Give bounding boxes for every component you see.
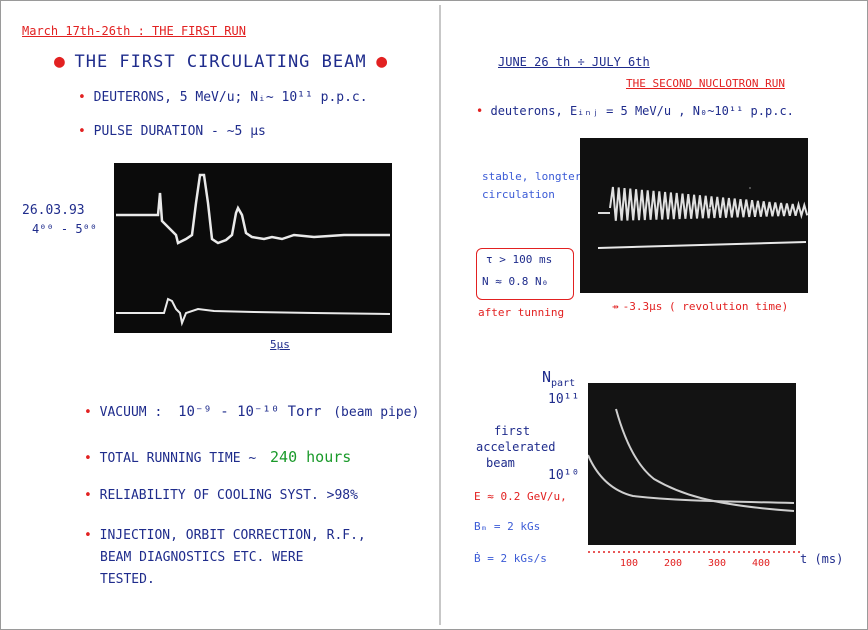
n-ratio-value: N ≈ 0.8 N₀ bbox=[482, 275, 549, 288]
oscillogram-second-run bbox=[580, 138, 809, 293]
bullet-icon: • bbox=[78, 124, 86, 139]
oscillogram-acceleration bbox=[587, 383, 796, 545]
npart-label: Npart bbox=[542, 368, 575, 389]
revolution-text: -3.3μs ( revolution time) bbox=[622, 300, 789, 313]
x-tick-100: 100 bbox=[620, 558, 639, 569]
bullet-icon: • bbox=[84, 488, 92, 503]
vacuum-label: VACUUM : bbox=[99, 405, 163, 420]
page-divider bbox=[439, 5, 441, 625]
time-scale-label: 5μs bbox=[270, 338, 290, 351]
x-axis-ticks bbox=[584, 545, 814, 564]
right-subtitle: deuterons, Eᵢₙⱼ = 5 MeV/u , N₀~10¹¹ p.p.… bbox=[490, 104, 794, 118]
injection-line-2: BEAM DIAGNOSTICS ETC. WERE bbox=[100, 550, 304, 565]
left-title-row: ● THE FIRST CIRCULATING BEAM ● bbox=[54, 52, 387, 72]
x-axis-unit-text: t (ms) bbox=[800, 552, 844, 566]
x-axis-unit: t (ms) bbox=[800, 552, 843, 566]
scope-date: 26.03.93 bbox=[22, 203, 85, 218]
injection-row: • INJECTION, ORBIT CORRECTION, R.F., bbox=[84, 528, 366, 543]
npart-main: N bbox=[542, 368, 552, 386]
vacuum-note: (beam pipe) bbox=[333, 405, 420, 420]
scope-time: 4⁰⁰ - 5⁰⁰ bbox=[32, 222, 98, 236]
bullet-icon: • bbox=[84, 451, 92, 466]
first-accel-1: first bbox=[494, 424, 531, 438]
vacuum-row: • VACUUM : 10⁻⁹ - 10⁻¹⁰ Torr (beam pipe) bbox=[84, 404, 419, 420]
injection-line-1: INJECTION, ORBIT CORRECTION, R.F., bbox=[99, 528, 366, 543]
stable-label-1: stable, longterm bbox=[482, 170, 588, 183]
reliability-text: RELIABILITY OF COOLING SYST. >98% bbox=[99, 488, 358, 503]
acceleration-curves bbox=[587, 408, 795, 512]
oscillogram-first-run bbox=[114, 163, 392, 333]
right-subtitle-row: • deuterons, Eᵢₙⱼ = 5 MeV/u , N₀~10¹¹ p.… bbox=[476, 104, 794, 118]
bullet-icon: • bbox=[84, 405, 92, 420]
right-title: THE SECOND NUCLOTRON RUN bbox=[626, 77, 785, 90]
y-tick-1e11: 10¹¹ bbox=[548, 392, 580, 407]
tau-value: τ > 100 ms bbox=[486, 253, 553, 266]
bullet-text-pulse: PULSE DURATION - ~5 μs bbox=[93, 124, 266, 139]
after-tuning-label: after tunning bbox=[478, 306, 565, 319]
first-accel-2: accelerated bbox=[476, 440, 556, 454]
left-bullet-1: • DEUTERONS, 5 MeV/u; Nᵢ~ 10¹¹ p.p.c. bbox=[78, 90, 368, 105]
bullet-icon: • bbox=[78, 90, 86, 105]
tau-box bbox=[476, 248, 574, 300]
right-header-dates: JUNE 26 th ÷ JULY 6th bbox=[498, 55, 650, 69]
energy-label: E ≈ 0.2 GeV/u, bbox=[474, 490, 567, 503]
x-tick-300: 300 bbox=[708, 558, 727, 569]
oscillogram-trace bbox=[116, 173, 391, 327]
injection-line-3: TESTED. bbox=[100, 572, 155, 587]
left-bullet-2: • PULSE DURATION - ~5 μs bbox=[78, 124, 266, 139]
stable-label-2: circulation bbox=[482, 188, 555, 201]
revolution-arrow-icon: ⇸ bbox=[612, 300, 619, 313]
revolution-label: ⇸ -3.3μs ( revolution time) bbox=[612, 300, 788, 313]
running-time-row: • TOTAL RUNNING TIME ~ 240 hours bbox=[84, 448, 351, 466]
bullet-icon: ● bbox=[54, 51, 65, 72]
x-axis-tick-marks bbox=[588, 551, 800, 553]
y-tick-1e10: 10¹⁰ bbox=[548, 468, 580, 483]
bullet-text-deuterons: DEUTERONS, 5 MeV/u; Nᵢ~ 10¹¹ p.p.c. bbox=[93, 90, 368, 105]
x-tick-200: 200 bbox=[664, 558, 683, 569]
bullet-icon: • bbox=[476, 104, 484, 118]
first-accel-3: beam bbox=[486, 456, 515, 470]
oscillogram-circulation-trace bbox=[597, 186, 809, 249]
left-title: THE FIRST CIRCULATING BEAM bbox=[74, 52, 367, 72]
x-tick-400: 400 bbox=[752, 558, 771, 569]
running-time-value: 240 hours bbox=[270, 448, 352, 466]
running-time-label: TOTAL RUNNING TIME ~ bbox=[99, 451, 257, 466]
bullet-icon: ● bbox=[376, 51, 388, 72]
reliability-row: • RELIABILITY OF COOLING SYST. >98% bbox=[84, 488, 358, 503]
b-field-label: Bₘ = 2 kGs bbox=[474, 520, 541, 533]
b-rate-label: Ḃ = 2 kGs/s bbox=[474, 552, 547, 565]
bullet-icon: • bbox=[84, 528, 92, 543]
vacuum-value: 10⁻⁹ - 10⁻¹⁰ Torr bbox=[178, 404, 322, 420]
left-header: March 17th-26th : THE FIRST RUN bbox=[22, 24, 246, 38]
npart-sub: part bbox=[551, 378, 576, 389]
